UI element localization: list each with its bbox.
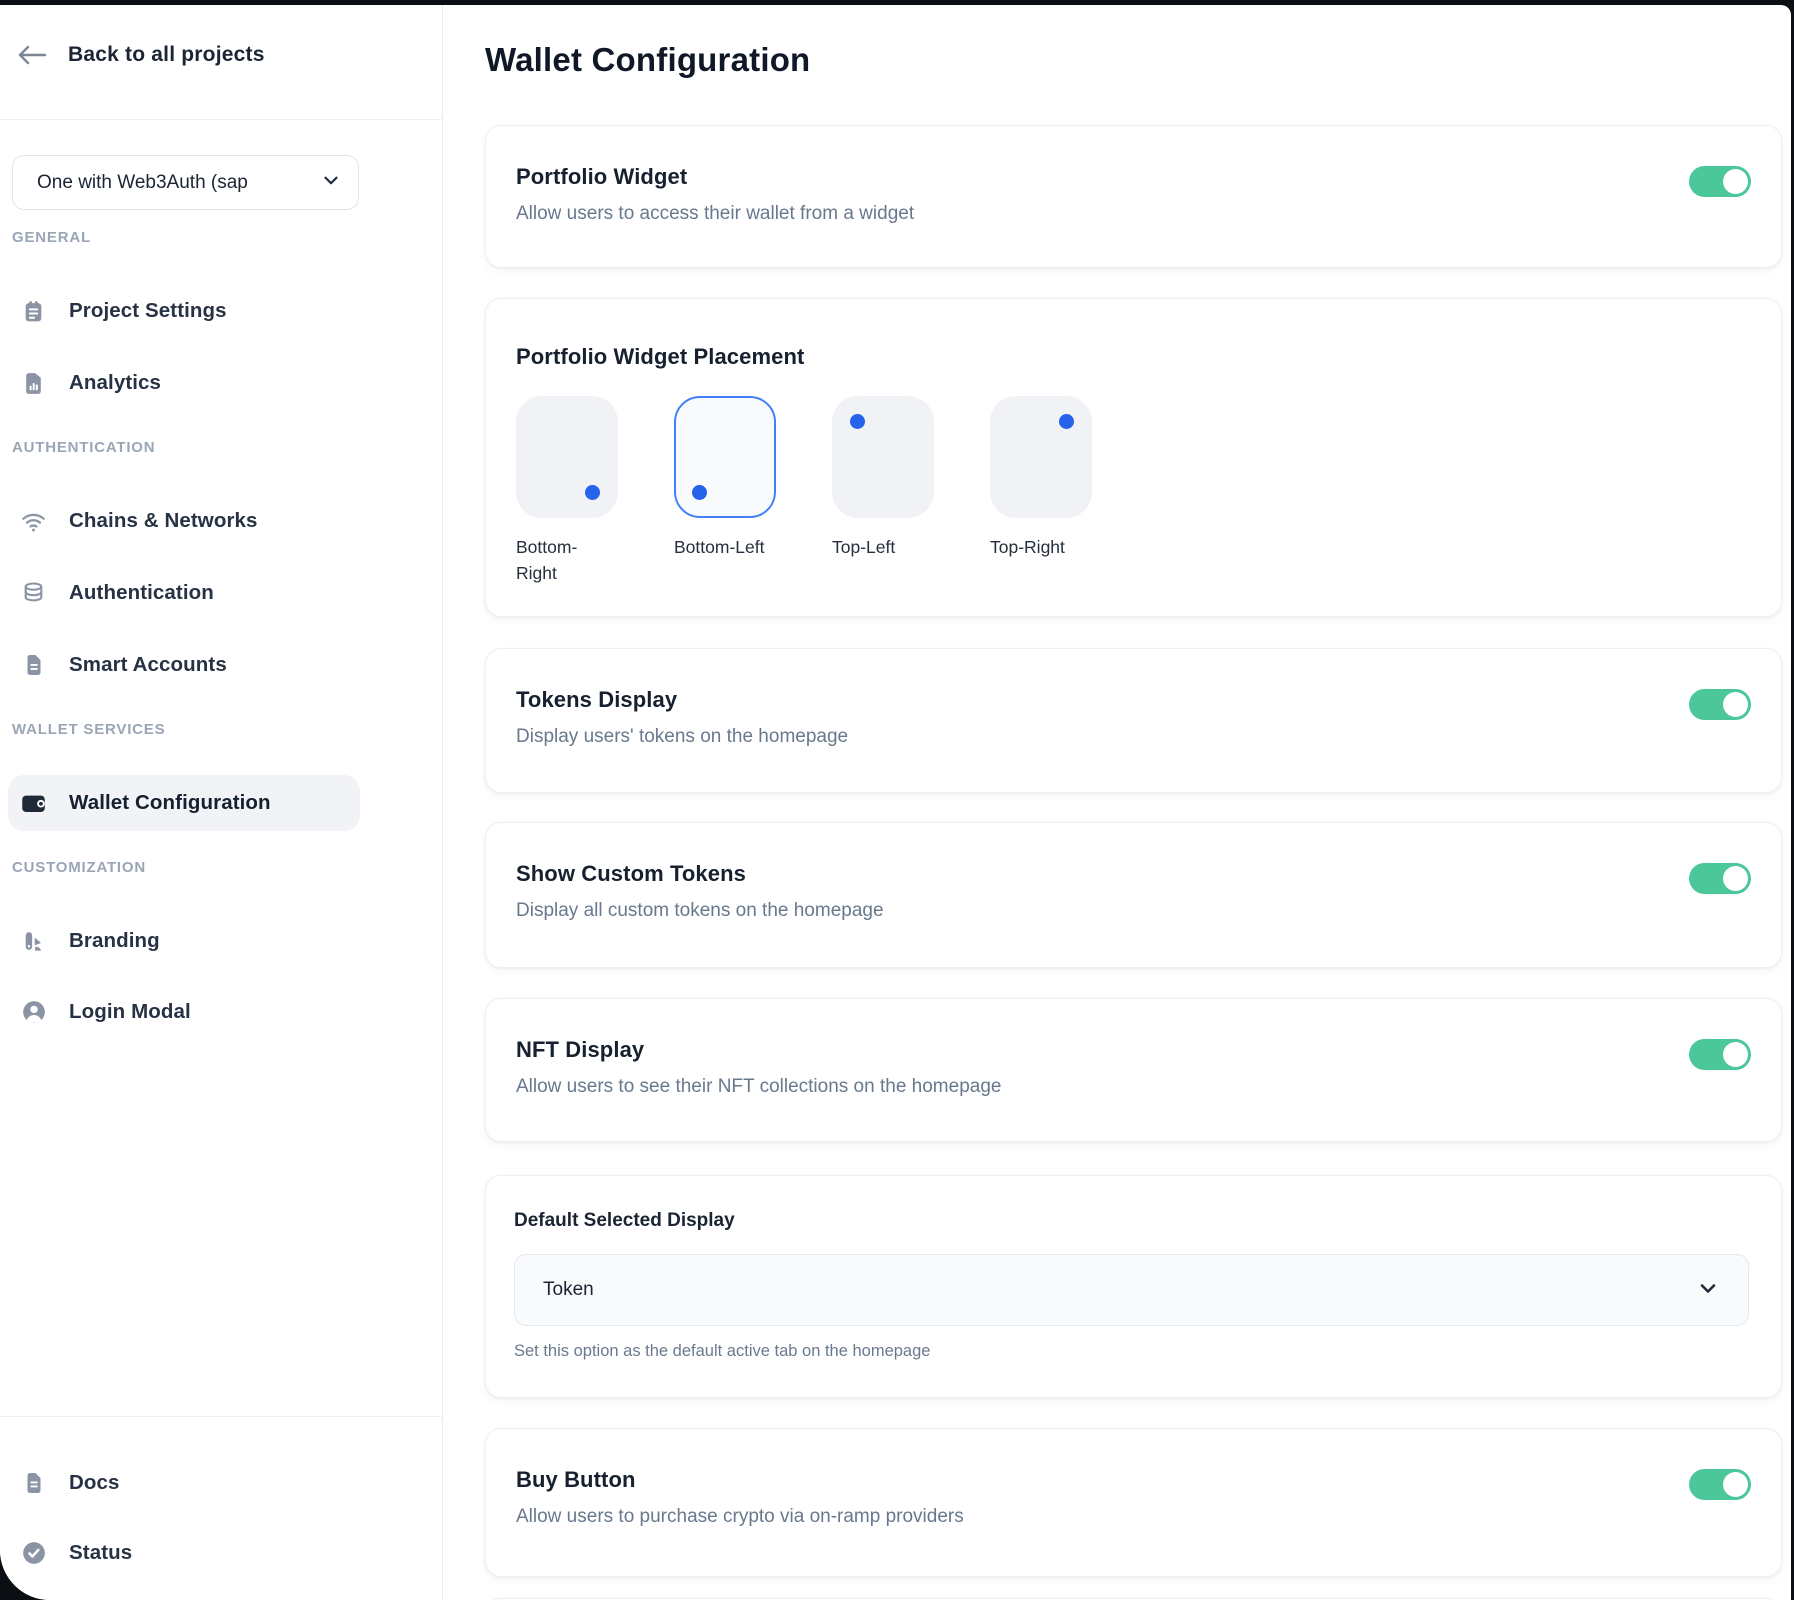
analytics-doc-icon — [20, 370, 47, 397]
sidebar-item-status[interactable]: Status — [8, 1525, 360, 1581]
docs-icon — [20, 1470, 47, 1497]
placement-tile-top-left[interactable] — [832, 396, 934, 518]
clipboard-icon — [20, 298, 47, 325]
placement-options: Bottom-Right Bottom-Left Top-Left Top-Ri… — [516, 396, 1751, 587]
buy-button-toggle[interactable] — [1689, 1469, 1751, 1500]
sidebar-item-docs[interactable]: Docs — [8, 1455, 360, 1511]
placement-tile-bottom-left[interactable] — [674, 396, 776, 518]
sidebar-item-analytics[interactable]: Analytics — [8, 355, 360, 411]
card-title: Buy Button — [516, 1467, 636, 1492]
project-selector-value: One with Web3Auth (sap — [37, 171, 248, 193]
placement-option-top-right: Top-Right — [990, 396, 1094, 587]
sidebar-item-label: Status — [69, 1541, 133, 1564]
card-title: Portfolio Widget — [516, 164, 688, 189]
sidebar-item-branding[interactable]: Branding — [8, 913, 360, 969]
tokens-display-card: Tokens Display Display users' tokens on … — [485, 648, 1782, 793]
placement-title: Portfolio Widget Placement — [516, 344, 805, 369]
card-title: NFT Display — [516, 1037, 645, 1062]
sidebar-item-label: Project Settings — [69, 299, 227, 322]
back-to-projects-link[interactable]: Back to all projects — [16, 35, 265, 75]
placement-dot — [1059, 414, 1074, 429]
section-header-wallet-services: WALLET SERVICES — [12, 721, 166, 738]
default-display-card: Default Selected Display Token Set this … — [485, 1175, 1782, 1398]
placement-label: Bottom-Left — [674, 537, 765, 557]
toggle-knob — [1723, 1042, 1748, 1067]
portfolio-widget-toggle[interactable] — [1689, 166, 1751, 197]
page-title: Wallet Configuration — [485, 41, 811, 78]
database-icon — [20, 580, 47, 607]
sidebar-item-label: Wallet Configuration — [69, 791, 271, 814]
back-arrow-icon — [16, 42, 48, 69]
sidebar-item-label: Analytics — [69, 371, 162, 394]
placement-label: Top-Right — [990, 537, 1065, 557]
sidebar-item-project-settings[interactable]: Project Settings — [8, 283, 360, 339]
toggle-knob — [1723, 866, 1748, 891]
sidebar-item-chains-networks[interactable]: Chains & Networks — [8, 493, 360, 549]
section-header-customization: CUSTOMIZATION — [12, 859, 147, 876]
placement-option-bottom-left: Bottom-Left — [674, 396, 778, 587]
default-display-select[interactable]: Token — [514, 1254, 1749, 1326]
sidebar-item-label: Login Modal — [69, 1000, 191, 1023]
user-circle-icon — [20, 999, 47, 1026]
placement-label: Top-Left — [832, 537, 896, 557]
sidebar-item-wallet-configuration[interactable]: Wallet Configuration — [8, 775, 360, 831]
sidebar-item-authentication[interactable]: Authentication — [8, 565, 360, 621]
default-display-helper: Set this option as the default active ta… — [514, 1342, 931, 1360]
sidebar-footer-divider — [0, 1416, 443, 1417]
sidebar-item-label: Authentication — [69, 581, 214, 604]
placement-card: Portfolio Widget Placement Bottom-Right … — [485, 298, 1782, 617]
sidebar-item-label: Branding — [69, 929, 160, 952]
placement-tile-bottom-right[interactable] — [516, 396, 618, 518]
card-description: Display all custom tokens on the homepag… — [516, 900, 884, 921]
placement-dot — [585, 485, 600, 500]
placement-option-bottom-right: Bottom-Right — [516, 396, 620, 587]
section-header-general: GENERAL — [12, 229, 91, 246]
show-custom-tokens-toggle[interactable] — [1689, 863, 1751, 894]
default-display-value: Token — [543, 1279, 594, 1300]
card-description: Allow users to access their wallet from … — [516, 203, 915, 224]
card-description: Allow users to purchase crypto via on-ra… — [516, 1506, 964, 1527]
card-description: Allow users to see their NFT collections… — [516, 1076, 1002, 1097]
nft-display-card: NFT Display Allow users to see their NFT… — [485, 998, 1782, 1142]
sidebar-item-login-modal[interactable]: Login Modal — [8, 984, 360, 1040]
placement-option-top-left: Top-Left — [832, 396, 936, 587]
app-window: Back to all projects One with Web3Auth (… — [0, 5, 1791, 1600]
card-title: Show Custom Tokens — [516, 861, 746, 886]
sidebar-divider — [0, 119, 443, 120]
chevron-down-icon — [1696, 1276, 1720, 1305]
main-content: Wallet Configuration Portfolio Widget Al… — [485, 5, 1782, 1600]
toggle-knob — [1723, 1472, 1748, 1497]
check-circle-icon — [20, 1540, 47, 1567]
project-selector[interactable]: One with Web3Auth (sap — [12, 155, 359, 210]
wallet-icon — [20, 790, 47, 817]
placement-tile-top-right[interactable] — [990, 396, 1092, 518]
toggle-knob — [1723, 169, 1748, 194]
placement-label: Bottom-Right — [516, 537, 578, 584]
placement-dot — [850, 414, 865, 429]
portfolio-widget-card: Portfolio Widget Allow users to access t… — [485, 125, 1782, 268]
file-icon — [20, 652, 47, 679]
section-header-authentication: AUTHENTICATION — [12, 439, 156, 456]
show-custom-tokens-card: Show Custom Tokens Display all custom to… — [485, 822, 1782, 968]
toggle-knob — [1723, 692, 1748, 717]
sidebar-item-label: Docs — [69, 1471, 120, 1494]
chevron-down-icon — [320, 169, 342, 196]
sidebar-item-label: Smart Accounts — [69, 653, 227, 676]
branding-swatch-icon — [20, 928, 47, 955]
card-description: Display users' tokens on the homepage — [516, 726, 849, 747]
wifi-icon — [20, 508, 47, 535]
buy-button-card: Buy Button Allow users to purchase crypt… — [485, 1428, 1782, 1577]
nft-display-toggle[interactable] — [1689, 1039, 1751, 1070]
tokens-display-toggle[interactable] — [1689, 689, 1751, 720]
back-label: Back to all projects — [68, 43, 265, 66]
card-title: Tokens Display — [516, 687, 678, 712]
placement-dot — [692, 485, 707, 500]
sidebar-item-label: Chains & Networks — [69, 509, 258, 532]
default-display-label: Default Selected Display — [514, 1210, 735, 1231]
sidebar-item-smart-accounts[interactable]: Smart Accounts — [8, 637, 360, 693]
sidebar: Back to all projects One with Web3Auth (… — [0, 5, 443, 1600]
